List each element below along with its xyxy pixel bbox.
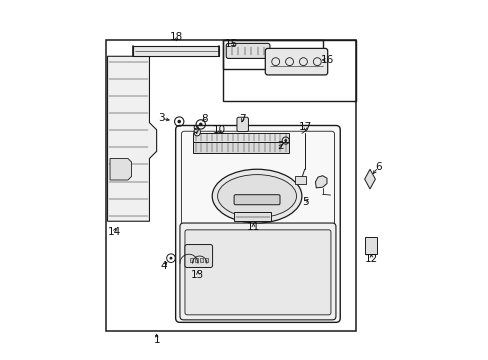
Circle shape <box>177 120 181 123</box>
Text: 13: 13 <box>191 270 204 280</box>
Text: 8: 8 <box>201 114 207 124</box>
Circle shape <box>199 123 202 126</box>
Text: 12: 12 <box>365 254 378 264</box>
FancyBboxPatch shape <box>237 117 248 132</box>
Text: 5: 5 <box>302 197 308 207</box>
Circle shape <box>169 257 172 260</box>
Text: 7: 7 <box>239 114 245 124</box>
FancyBboxPatch shape <box>184 244 212 267</box>
FancyBboxPatch shape <box>180 223 335 320</box>
Bar <box>192 142 289 153</box>
Text: 11: 11 <box>246 222 260 231</box>
Bar <box>200 258 203 262</box>
Text: 9: 9 <box>192 125 198 135</box>
Text: 4: 4 <box>160 261 167 271</box>
Ellipse shape <box>194 128 200 136</box>
Bar <box>204 258 207 262</box>
FancyBboxPatch shape <box>265 48 327 75</box>
Ellipse shape <box>217 175 296 218</box>
Text: 18: 18 <box>169 32 183 41</box>
Bar <box>233 212 271 221</box>
Bar <box>364 237 376 253</box>
Bar <box>223 40 355 101</box>
Bar <box>223 40 323 69</box>
Text: 10: 10 <box>212 125 225 135</box>
Bar <box>106 40 355 330</box>
FancyBboxPatch shape <box>175 126 340 322</box>
Circle shape <box>284 139 286 142</box>
Text: 17: 17 <box>298 122 311 132</box>
Text: 14: 14 <box>107 227 121 237</box>
Bar <box>190 258 192 262</box>
Polygon shape <box>110 158 131 180</box>
Text: 15: 15 <box>224 39 238 49</box>
Polygon shape <box>364 169 375 189</box>
Text: 2: 2 <box>277 141 283 151</box>
Bar <box>294 176 305 184</box>
Text: 3: 3 <box>158 113 164 123</box>
Polygon shape <box>107 56 156 221</box>
Bar <box>133 45 219 56</box>
FancyBboxPatch shape <box>184 230 330 315</box>
Polygon shape <box>315 176 326 188</box>
Text: 1: 1 <box>153 334 160 345</box>
Bar <box>192 134 289 142</box>
Text: 16: 16 <box>320 55 333 65</box>
FancyBboxPatch shape <box>226 43 269 58</box>
Text: 6: 6 <box>374 162 381 172</box>
Bar <box>195 258 198 262</box>
FancyBboxPatch shape <box>234 195 280 205</box>
Ellipse shape <box>212 169 301 223</box>
